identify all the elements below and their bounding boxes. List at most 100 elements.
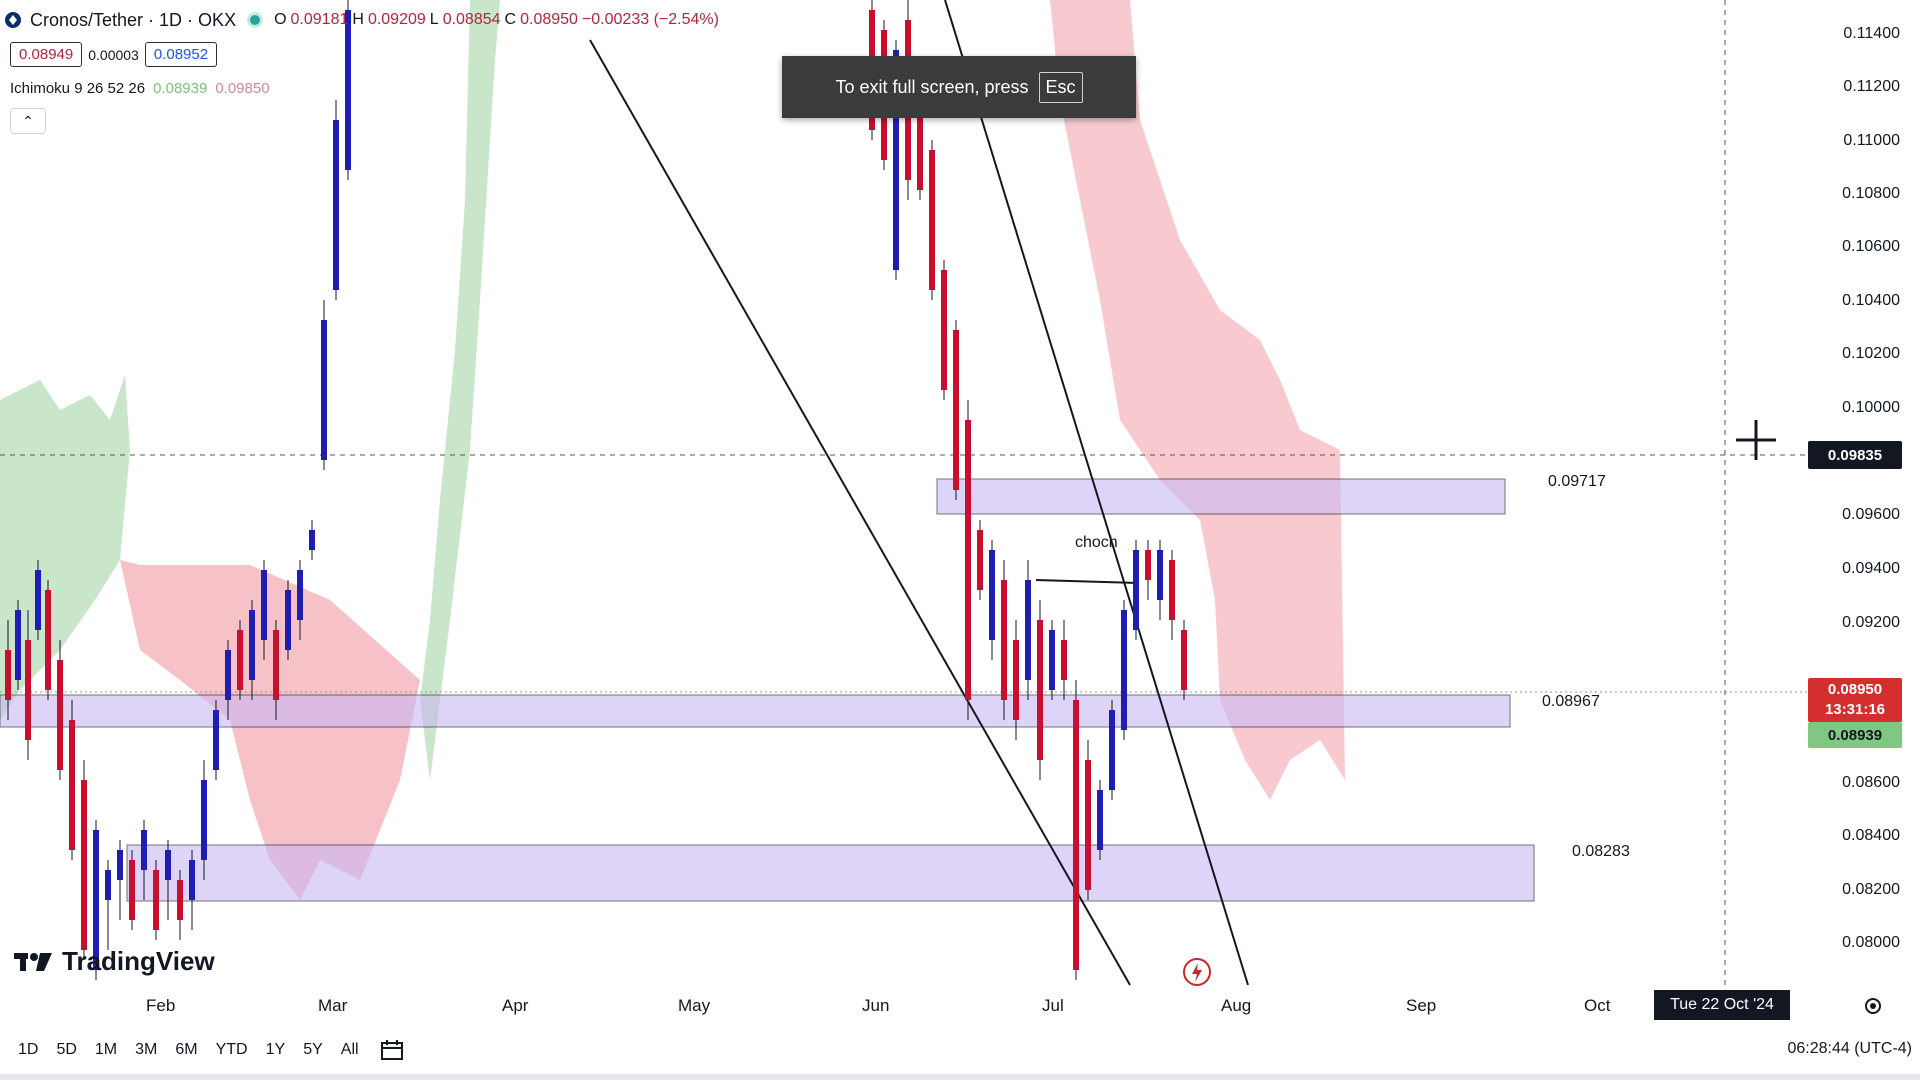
symbol-icon[interactable]	[4, 11, 22, 29]
supply-zone[interactable]	[936, 478, 1506, 515]
candle-body	[1109, 710, 1115, 790]
candle-body	[81, 780, 87, 950]
candle-body	[5, 650, 11, 700]
price-axis-label: 0.11400	[1843, 25, 1900, 42]
collapse-legend-button[interactable]: ⌃	[10, 108, 46, 134]
low-value: 0.08854	[442, 11, 501, 28]
price-axis-label: 0.10600	[1842, 238, 1900, 255]
countdown: 13:31:16	[1824, 701, 1886, 718]
clock[interactable]: 06:28:44 (UTC-4)	[1787, 1040, 1913, 1057]
candle-body	[1121, 610, 1127, 730]
lightning-icon[interactable]	[1182, 957, 1212, 987]
price-axis-label: 0.11000	[1843, 132, 1900, 149]
time-axis-label: Mar	[318, 996, 348, 1015]
candle-body	[117, 850, 123, 880]
bottom-toolbar: 1D 5D 1M 3M 6M YTD 1Y 5Y All	[0, 1030, 1920, 1070]
candle-body	[1145, 550, 1151, 580]
price-axis-label: 0.10800	[1842, 185, 1900, 202]
chevron-up-icon: ⌃	[22, 112, 34, 129]
price-axis-label: 0.10200	[1842, 345, 1900, 362]
timeframe-button-1y[interactable]: 1Y	[265, 1041, 286, 1058]
candle-body	[1169, 560, 1175, 620]
time-axis[interactable]: Feb Mar Apr May Jun Jul Aug Sep Oct	[0, 992, 1920, 1022]
indicator-value-1: 0.08939	[153, 80, 208, 97]
price-axis-label: 0.09200	[1842, 614, 1900, 631]
choch-line[interactable]	[1035, 579, 1139, 584]
candle-body	[165, 850, 171, 880]
indicator-name: Ichimoku 9 26 52 26	[10, 80, 146, 97]
zone-label-supply: 0.09717	[1548, 473, 1606, 490]
tradingview-logo-icon	[14, 952, 52, 971]
settings-icon[interactable]	[1863, 996, 1883, 1016]
candle-body	[249, 610, 255, 680]
high-value: 0.09209	[367, 11, 426, 28]
mid-zone[interactable]	[0, 694, 1511, 728]
candle-body	[45, 590, 51, 690]
candle-body	[1133, 550, 1139, 630]
candle-body	[345, 10, 351, 170]
date-tag: Tue 22 Oct '24	[1654, 990, 1790, 1020]
crosshair-price-tag: 0.09835	[1808, 441, 1902, 469]
time-axis-label: May	[678, 996, 711, 1015]
timeframe-button-ytd[interactable]: YTD	[215, 1041, 248, 1058]
candle-body	[893, 50, 899, 270]
candle-body	[177, 880, 183, 920]
esc-key: Esc	[1038, 71, 1083, 103]
candles-group	[5, 0, 1187, 980]
ichimoku-cloud-red-2	[1050, 0, 1345, 800]
timeframe-button-5d[interactable]: 5D	[56, 1041, 77, 1058]
candle-body	[273, 630, 279, 700]
price-axis-label: 0.09600	[1842, 506, 1900, 523]
price-axis-label: 0.11200	[1843, 78, 1900, 95]
time-axis-label: Feb	[146, 996, 176, 1015]
candle-body	[141, 830, 147, 870]
price-axis-label: 0.09400	[1842, 560, 1900, 577]
candle-body	[35, 570, 41, 630]
timeframe-button-all[interactable]: All	[340, 1041, 359, 1058]
tradingview-logo[interactable]: TradingView	[14, 946, 215, 977]
candle-body	[201, 780, 207, 860]
time-axis-label: Oct	[1584, 996, 1611, 1015]
demand-zone[interactable]	[126, 844, 1535, 902]
timeframe-button-3m[interactable]: 3M	[135, 1041, 158, 1058]
candle-body	[917, 110, 923, 190]
candle-body	[1049, 630, 1055, 690]
open-value: 0.09181	[290, 11, 349, 28]
symbol-name[interactable]: Cronos/Tether · 1D · OKX	[30, 9, 237, 30]
choch-label: choch	[1075, 534, 1118, 551]
price-axis-label: 0.08000	[1842, 934, 1900, 951]
candle-body	[941, 270, 947, 390]
buy-button[interactable]: 0.08952	[144, 42, 218, 67]
time-axis-label: Aug	[1221, 996, 1252, 1015]
trendline-1[interactable]	[589, 39, 1131, 986]
trendline-2[interactable]	[944, 0, 1249, 986]
candle-body	[105, 870, 111, 900]
calendar-range-icon[interactable]	[380, 1040, 403, 1060]
ohlc-values: O 0.09181 H 0.09209 L 0.08854 C 0.08950 −0.0…	[274, 11, 719, 28]
candle-body	[189, 860, 195, 900]
quote-row: 0.08949 0.00003 0.08952	[10, 42, 218, 67]
indicator-value-2: 0.09850	[215, 80, 270, 97]
candle-body	[69, 720, 75, 850]
price-axis-label: 0.10000	[1842, 399, 1900, 416]
time-axis-label: Jul	[1042, 996, 1064, 1015]
candle-body	[213, 710, 219, 770]
timeframe-button-1m[interactable]: 1M	[94, 1041, 118, 1058]
candle-body	[953, 330, 959, 490]
fullscreen-toast: To exit full screen, press Esc	[782, 56, 1136, 118]
sell-button[interactable]: 0.08949	[10, 42, 83, 67]
timeframe-button-1d[interactable]: 1D	[18, 1041, 39, 1058]
candle-body	[225, 650, 231, 700]
ichimoku-cloud-red	[120, 560, 420, 900]
timeframe-button-6m[interactable]: 6M	[175, 1041, 198, 1058]
price-axis-label: 0.10400	[1842, 292, 1900, 309]
timeframe-button-5y[interactable]: 5Y	[303, 1041, 323, 1058]
brand-name: TradingView	[62, 946, 215, 976]
zone-label-mid: 0.08967	[1542, 693, 1600, 710]
indicator-legend[interactable]: Ichimoku 9 26 52 26 0.08939 0.09850	[10, 80, 270, 97]
candle-body	[93, 830, 99, 970]
close-value: 0.08950	[520, 11, 578, 28]
candle-body	[1157, 550, 1163, 600]
chart-header: Cronos/Tether · 1D · OKX O 0.09181 H 0.092…	[4, 6, 719, 34]
